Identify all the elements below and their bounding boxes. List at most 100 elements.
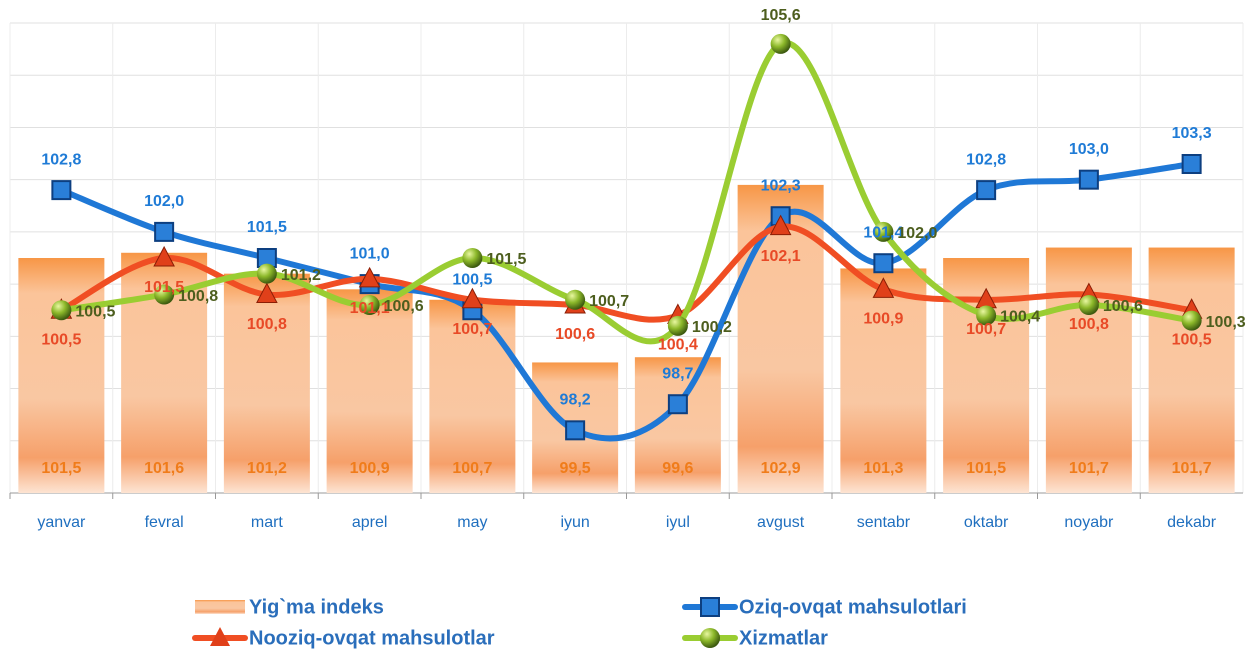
legend-swatch	[195, 600, 245, 614]
data-label: 101,7	[1069, 460, 1109, 477]
marker	[256, 282, 278, 304]
data-label: 100,3	[1206, 314, 1246, 331]
data-label: 101,5	[41, 460, 81, 477]
legend-label: Nooziq-ovqat mahsulotlar	[249, 627, 495, 649]
data-label: 100,4	[658, 337, 698, 354]
data-label: 100,7	[589, 293, 629, 310]
data-label: 102,0	[897, 225, 937, 242]
marker	[565, 289, 586, 310]
data-label: 102,3	[761, 177, 801, 194]
data-label: 101,2	[247, 460, 287, 477]
x-tick-label: iyun	[560, 514, 589, 531]
data-label: 102,8	[41, 151, 81, 168]
data-label: 101,3	[863, 460, 903, 477]
marker	[358, 266, 381, 288]
marker	[872, 277, 895, 298]
data-label: 101,4	[863, 224, 903, 241]
marker	[976, 305, 997, 326]
data-label: 101,5	[486, 251, 526, 268]
data-label: 102,1	[761, 248, 801, 265]
x-tick-label: avgust	[757, 514, 805, 531]
marker	[1078, 169, 1099, 190]
data-label: 105,6	[761, 7, 801, 24]
data-label: 100,6	[384, 298, 424, 315]
data-label: 100,9	[863, 311, 903, 328]
data-label: 100,8	[247, 316, 287, 333]
data-label: 101,1	[350, 300, 390, 317]
data-label: 98,2	[560, 392, 591, 409]
marker	[873, 253, 894, 274]
marker	[154, 221, 175, 242]
data-label: 100,7	[452, 321, 492, 338]
data-label: 100,5	[75, 303, 115, 320]
data-label: 100,4	[1000, 309, 1040, 326]
marker	[565, 420, 586, 441]
marker	[462, 248, 483, 268]
x-tick-label: noyabr	[1064, 514, 1114, 531]
marker	[154, 284, 175, 305]
data-label: 100,7	[452, 460, 492, 477]
data-label: 100,5	[41, 331, 81, 348]
legend-marker	[700, 597, 720, 617]
marker	[873, 221, 894, 242]
marker	[770, 33, 791, 54]
data-label: 101,6	[144, 460, 184, 477]
x-tick-label: mart	[251, 514, 284, 531]
x-tick-label: yanvar	[37, 514, 86, 531]
bar	[429, 299, 516, 493]
legend-marker	[210, 627, 230, 646]
x-tick-label: fevral	[145, 514, 184, 531]
data-label: 100,9	[350, 460, 390, 477]
x-tick-label: aprel	[352, 514, 388, 531]
data-label: 101,7	[1172, 460, 1212, 477]
data-label: 100,5	[1172, 331, 1212, 348]
marker	[51, 300, 72, 321]
marker	[256, 263, 277, 284]
bar	[840, 268, 927, 493]
data-label: 101,5	[247, 219, 287, 236]
marker	[359, 295, 380, 315]
data-label: 103,3	[1172, 125, 1212, 142]
data-label: 101,5	[144, 279, 184, 296]
data-label: 101,5	[966, 460, 1006, 477]
marker	[667, 315, 688, 336]
data-label: 100,2	[692, 319, 732, 336]
x-tick-label: dekabr	[1167, 514, 1217, 531]
x-tick-label: sentabr	[857, 514, 911, 531]
marker	[1078, 295, 1099, 315]
data-label: 101,2	[281, 267, 321, 284]
legend-label: Xizmatlar	[739, 627, 828, 649]
marker	[51, 180, 72, 201]
bar	[326, 289, 413, 493]
data-label: 102,0	[144, 193, 184, 210]
bar	[1148, 247, 1235, 493]
data-label: 99,6	[662, 460, 693, 477]
bar	[18, 258, 105, 493]
data-label: 101,0	[350, 245, 390, 262]
marker	[976, 180, 997, 201]
legend-marker	[700, 628, 720, 648]
bar	[223, 273, 310, 493]
data-label: 100,8	[1069, 316, 1109, 333]
legend-label: Yig`ma indeks	[249, 596, 384, 618]
marker	[667, 394, 688, 415]
data-label: 100,7	[966, 321, 1006, 338]
data-label: 100,8	[178, 288, 218, 305]
data-label: 98,7	[662, 365, 693, 382]
marker	[1181, 154, 1202, 174]
data-label: 100,5	[452, 271, 492, 288]
marker	[1181, 310, 1202, 331]
data-label: 102,8	[966, 151, 1006, 168]
data-label: 103,0	[1069, 141, 1109, 158]
data-label: 100,6	[1103, 298, 1143, 315]
x-tick-label: may	[457, 514, 487, 531]
data-label: 100,6	[555, 326, 595, 343]
legend-label: Oziq-ovqat mahsulotlari	[739, 596, 967, 618]
data-label: 102,9	[761, 460, 801, 477]
x-tick-label: oktabr	[964, 514, 1009, 531]
marker	[461, 287, 484, 309]
marker	[769, 214, 792, 236]
data-label: 99,5	[560, 460, 591, 477]
